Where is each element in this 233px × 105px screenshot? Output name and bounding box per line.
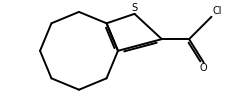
Text: Cl: Cl xyxy=(212,6,222,16)
Text: O: O xyxy=(200,63,208,73)
Text: S: S xyxy=(131,3,137,13)
